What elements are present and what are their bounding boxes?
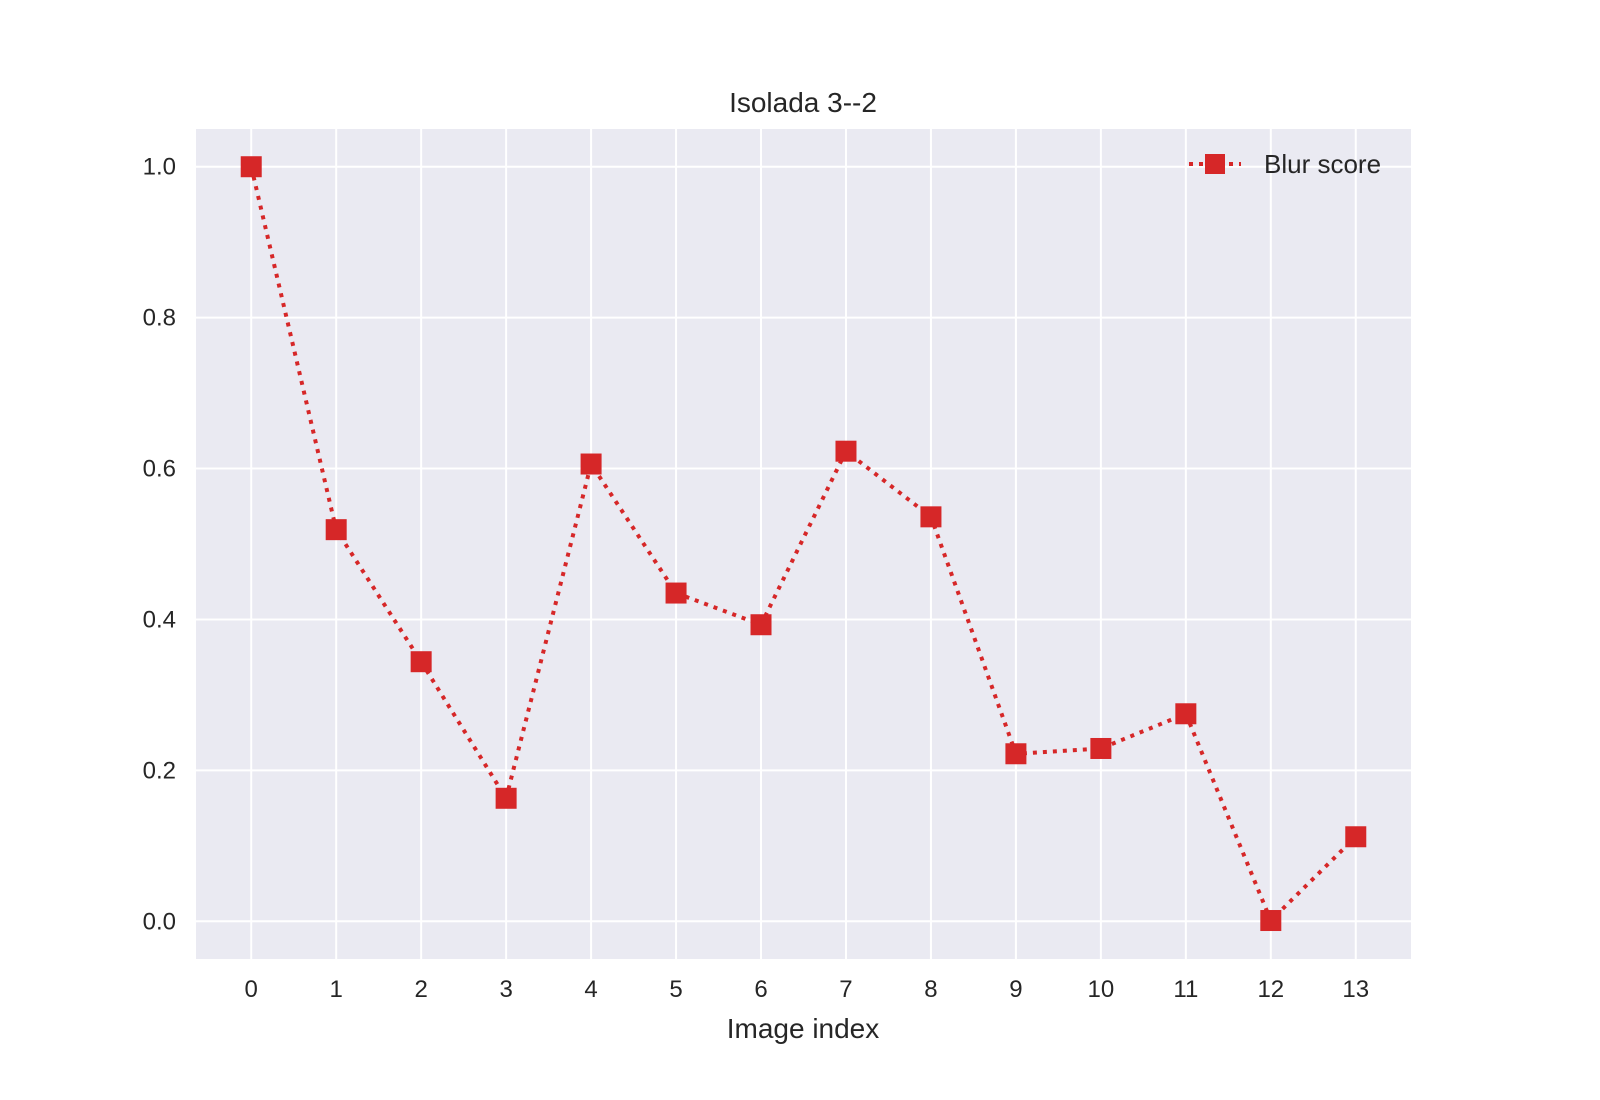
series-layer	[240, 156, 1367, 932]
x-tick-labels: 0 1 2 3 4 5 6 7 8 9 10 11 12 13	[245, 976, 1370, 1003]
x-tick-label: 1	[330, 976, 343, 1003]
data-point	[1260, 910, 1282, 932]
y-tick-label: 1.0	[143, 154, 176, 181]
data-point	[1175, 703, 1197, 725]
x-tick-label: 12	[1257, 976, 1284, 1003]
data-point	[1005, 743, 1027, 765]
x-tick-label: 5	[669, 976, 682, 1003]
y-tick-label: 0.2	[143, 757, 176, 784]
data-point	[920, 506, 942, 528]
x-tick-label: 7	[839, 976, 852, 1003]
y-tick-label: 0.0	[143, 908, 176, 935]
x-axis-title: Image index	[727, 1013, 880, 1044]
data-point	[1090, 737, 1112, 759]
data-point	[750, 614, 772, 636]
y-tick-label: 0.6	[143, 456, 176, 483]
chart-title: Isolada 3--2	[729, 87, 877, 118]
x-tick-label: 0	[245, 976, 258, 1003]
grid-lines	[196, 129, 1411, 959]
x-tick-label: 3	[499, 976, 512, 1003]
data-point	[1345, 826, 1367, 848]
data-point	[495, 787, 517, 809]
legend: Blur score	[1189, 149, 1381, 179]
y-tick-label: 0.4	[143, 606, 176, 633]
data-point	[665, 582, 687, 604]
data-point	[835, 440, 857, 462]
data-point	[325, 519, 347, 541]
data-point	[580, 453, 602, 475]
x-tick-label: 8	[924, 976, 937, 1003]
data-point	[240, 156, 262, 178]
x-tick-label: 10	[1088, 976, 1115, 1003]
x-tick-label: 13	[1342, 976, 1369, 1003]
plot-area	[196, 129, 1411, 959]
x-tick-label: 6	[754, 976, 767, 1003]
data-point	[410, 651, 432, 673]
y-tick-labels: 0.0 0.2 0.4 0.6 0.8 1.0	[143, 154, 176, 936]
x-tick-label: 11	[1173, 976, 1198, 1003]
x-tick-label: 2	[414, 976, 427, 1003]
legend-marker	[1205, 154, 1225, 174]
y-tick-label: 0.8	[143, 305, 176, 332]
legend-label: Blur score	[1264, 149, 1381, 179]
x-tick-label: 9	[1009, 976, 1022, 1003]
x-tick-label: 4	[584, 976, 597, 1003]
